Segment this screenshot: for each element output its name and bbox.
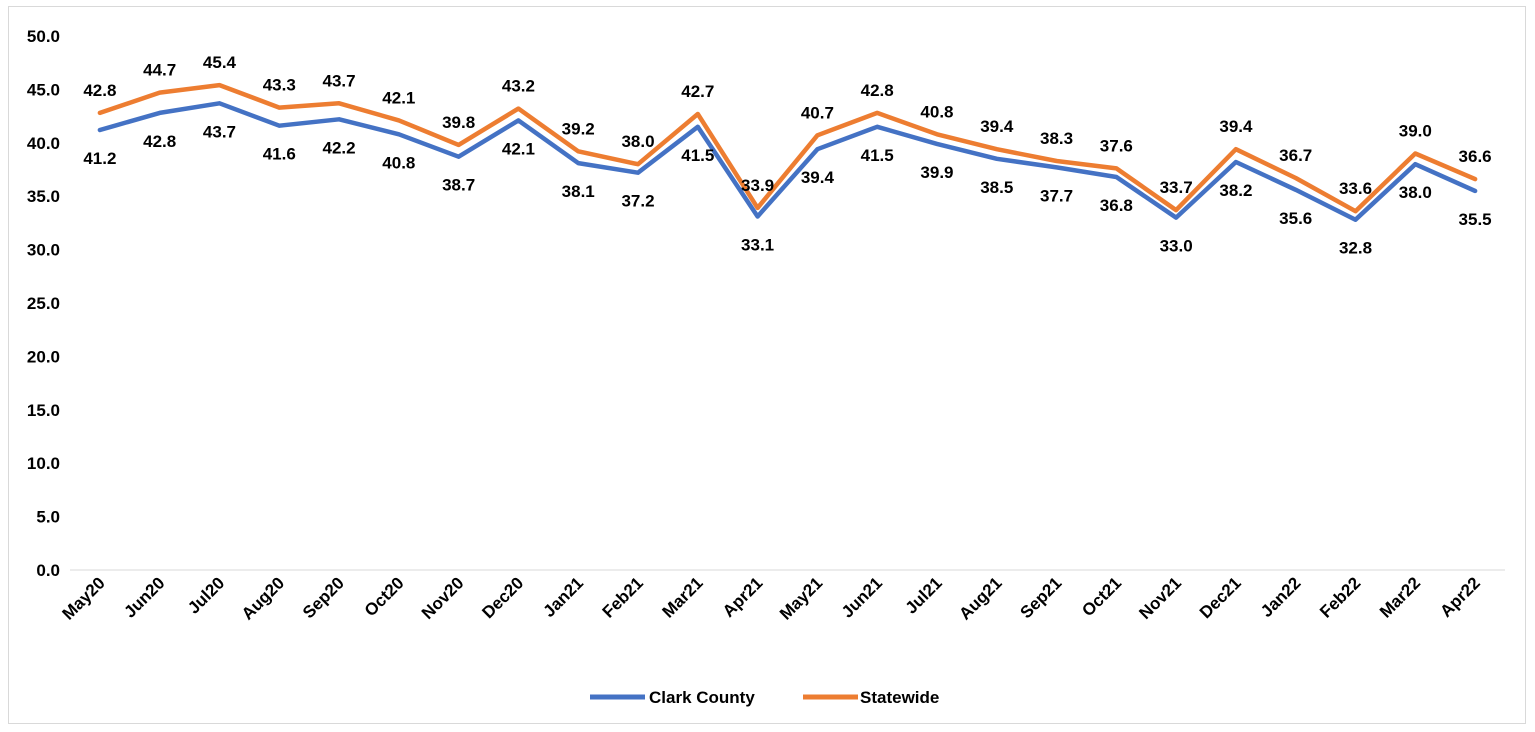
x-tick-label: Feb22 — [1316, 573, 1364, 621]
legend-label-statewide: Statewide — [860, 688, 939, 707]
data-label-statewide: 42.7 — [681, 82, 714, 101]
data-label-statewide: 39.4 — [980, 117, 1014, 136]
data-label-clark-county: 33.0 — [1160, 237, 1193, 256]
data-label-clark-county: 38.5 — [980, 178, 1013, 197]
data-label-clark-county: 41.5 — [861, 146, 894, 165]
data-label-clark-county: 36.8 — [1100, 196, 1133, 215]
y-axis: 0.0 5.0 10.0 15.0 20.0 25.0 30.0 35.0 40.0 45.0 50… — [27, 27, 60, 580]
x-tick-label: Apr21 — [719, 573, 767, 621]
x-tick-label: Mar22 — [1376, 573, 1424, 621]
y-tick-label: 50.0 — [27, 27, 60, 46]
data-label-statewide: 37.6 — [1100, 136, 1133, 155]
x-tick-label: Jan22 — [1257, 573, 1305, 621]
data-label-statewide: 42.1 — [382, 88, 415, 107]
y-tick-label: 45.0 — [27, 80, 60, 99]
legend: Clark County Statewide — [590, 688, 939, 707]
x-tick-label: Dec21 — [1196, 573, 1245, 622]
data-label-clark-county: 41.2 — [83, 149, 116, 168]
data-label-statewide: 39.2 — [562, 119, 595, 138]
x-tick-label: Jul20 — [184, 573, 228, 617]
data-label-clark-county: 35.5 — [1459, 210, 1492, 229]
y-tick-label: 25.0 — [27, 294, 60, 313]
x-tick-label: Apr22 — [1436, 573, 1484, 621]
data-label-clark-county: 39.9 — [920, 163, 953, 182]
legend-label-clark-county: Clark County — [649, 688, 755, 707]
y-tick-label: 20.0 — [27, 347, 60, 366]
x-tick-label: Nov21 — [1135, 573, 1185, 623]
data-label-statewide: 42.8 — [861, 81, 894, 100]
data-label-clark-county: 37.7 — [1040, 186, 1073, 205]
data-label-statewide: 40.8 — [920, 102, 953, 121]
x-tick-label: Aug21 — [955, 573, 1005, 623]
x-tick-label: Dec20 — [478, 573, 527, 622]
x-tick-label: Jul21 — [902, 573, 946, 617]
y-tick-label: 15.0 — [27, 401, 60, 420]
data-label-statewide: 33.7 — [1160, 178, 1193, 197]
data-label-clark-county: 39.4 — [801, 168, 835, 187]
data-label-statewide: 42.8 — [83, 81, 116, 100]
data-label-clark-county: 41.6 — [263, 145, 296, 164]
data-label-statewide: 39.4 — [1219, 117, 1253, 136]
data-label-clark-county: 42.8 — [143, 132, 176, 151]
data-label-clark-county: 43.7 — [203, 122, 236, 141]
x-tick-label: Oct21 — [1078, 573, 1125, 620]
data-label-clark-county: 38.7 — [442, 176, 475, 195]
y-tick-label: 40.0 — [27, 134, 60, 153]
data-label-statewide: 33.9 — [741, 176, 774, 195]
x-tick-label: Jan21 — [540, 573, 588, 621]
series-line-clark-county — [97, 101, 1478, 222]
y-tick-label: 0.0 — [36, 561, 60, 580]
data-label-statewide: 39.8 — [442, 113, 475, 132]
data-label-clark-county: 35.6 — [1279, 209, 1312, 228]
data-label-statewide: 36.6 — [1459, 147, 1492, 166]
series-line-statewide — [97, 82, 1478, 214]
data-label-statewide: 40.7 — [801, 103, 834, 122]
x-tick-label: Mar21 — [658, 573, 706, 621]
data-label-clark-county: 38.2 — [1219, 181, 1252, 200]
data-label-statewide: 43.3 — [263, 76, 296, 95]
x-axis: May20 Jun20 Jul20 Aug20 Sep20 Oct20 Nov20 Dec20… — [59, 573, 1484, 623]
data-label-clark-county: 42.2 — [323, 138, 356, 157]
x-tick-label: Jun20 — [120, 573, 168, 621]
x-tick-label: Feb21 — [599, 573, 647, 621]
x-tick-label: Sep21 — [1017, 573, 1066, 622]
x-tick-label: May21 — [776, 573, 826, 623]
data-label-statewide: 33.6 — [1339, 179, 1372, 198]
data-label-clark-county: 32.8 — [1339, 239, 1372, 258]
data-label-clark-county: 40.8 — [382, 153, 415, 172]
data-label-clark-county: 41.5 — [681, 146, 714, 165]
x-tick-label: Sep20 — [299, 573, 348, 622]
x-tick-label: Jun21 — [838, 573, 886, 621]
data-label-statewide: 45.4 — [203, 53, 237, 72]
data-labels: 41.2 42.8 43.7 41.6 42.2 40.8 38.7 42.1 38.1 37.2… — [83, 53, 1491, 258]
data-label-statewide: 38.3 — [1040, 129, 1073, 148]
x-tick-label: Oct20 — [361, 573, 408, 620]
data-label-statewide: 43.7 — [323, 71, 356, 90]
y-tick-label: 10.0 — [27, 454, 60, 473]
data-label-clark-county: 37.2 — [621, 192, 654, 211]
x-tick-label: May20 — [59, 573, 109, 623]
y-tick-label: 5.0 — [36, 508, 60, 527]
data-label-clark-county: 33.1 — [741, 235, 774, 254]
series-layer — [97, 82, 1478, 222]
x-tick-label: Nov20 — [418, 573, 468, 623]
y-tick-label: 35.0 — [27, 187, 60, 206]
y-tick-label: 30.0 — [27, 241, 60, 260]
data-label-statewide: 38.0 — [621, 132, 654, 151]
data-label-statewide: 44.7 — [143, 61, 176, 80]
data-label-statewide: 43.2 — [502, 77, 535, 96]
x-tick-label: Aug20 — [238, 573, 288, 623]
data-label-statewide: 36.7 — [1279, 146, 1312, 165]
data-label-statewide: 39.0 — [1399, 121, 1432, 140]
data-label-clark-county: 38.0 — [1399, 183, 1432, 202]
data-label-clark-county: 38.1 — [562, 182, 595, 201]
data-label-clark-county: 42.1 — [502, 139, 535, 158]
chart-frame — [8, 6, 1526, 724]
